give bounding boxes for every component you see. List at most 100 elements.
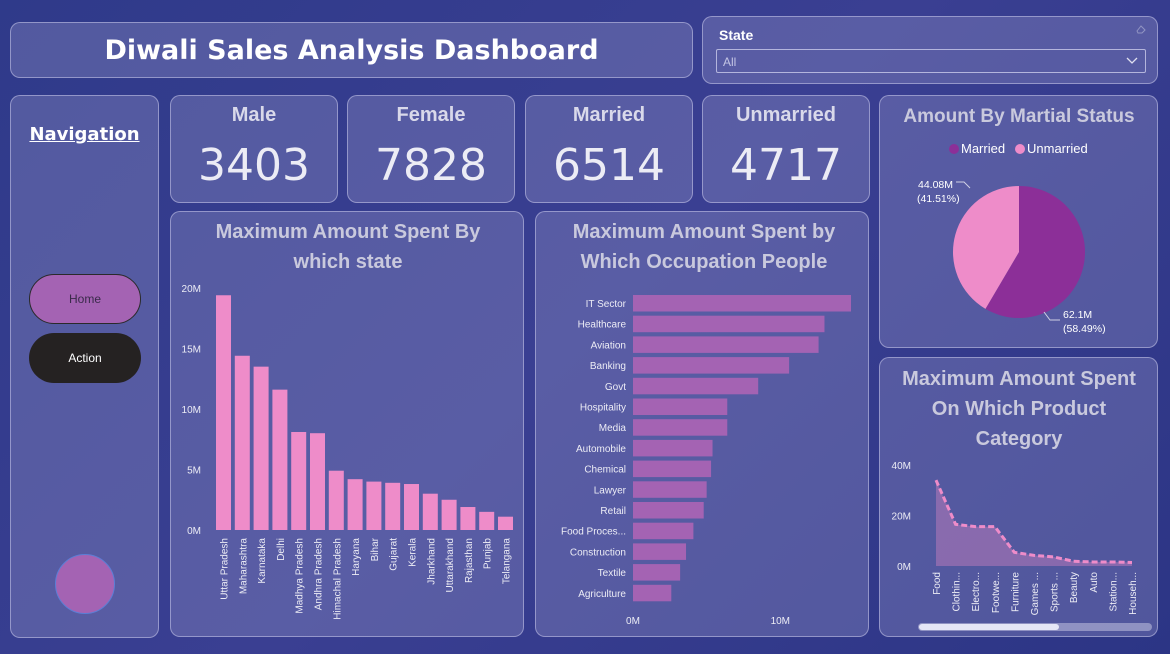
x-tick-label: 0M <box>626 616 640 627</box>
x-tick-label: Auto <box>1089 572 1100 593</box>
state-bar <box>216 295 231 530</box>
occupation-bar <box>633 522 694 540</box>
y-tick-label: Hospitality <box>580 403 626 414</box>
state-bar <box>291 431 307 530</box>
married-leader-line <box>1043 311 1060 321</box>
eraser-icon[interactable] <box>1135 23 1147 35</box>
nav-circle-button[interactable] <box>55 554 115 614</box>
x-tick-label: Jharkhand <box>426 538 437 585</box>
x-tick-label: Bihar <box>370 537 381 561</box>
x-tick-label: Madhya Pradesh <box>295 538 306 614</box>
product-chart-svg: Maximum Amount Spent On Which Product Cate… <box>892 368 1152 631</box>
x-tick-label: Haryana <box>351 538 362 576</box>
state-bar <box>328 470 344 530</box>
kpi-male-value: 3403 <box>198 140 310 191</box>
unmarried-data-pct: (41.51%) <box>917 193 960 205</box>
y-tick-label: Lawyer <box>594 485 627 496</box>
chart-title: Maximum Amount Spent By <box>216 221 482 243</box>
kpi-male-card: Male 3403 <box>170 95 338 203</box>
x-tick-label: Food <box>932 572 943 595</box>
occupation-bar <box>633 398 728 415</box>
state-bar <box>479 511 495 530</box>
x-tick-label: Clothin... <box>952 572 963 611</box>
state-slicer-label: State <box>719 27 754 43</box>
x-tick-label: Telangana <box>502 538 513 585</box>
dashboard-title: Diwali Sales Analysis Dashboard <box>104 35 599 66</box>
product-line <box>934 479 1133 564</box>
occupation-bar <box>633 295 851 312</box>
y-tick-label: 40M <box>892 461 911 472</box>
state-bar <box>272 389 288 530</box>
x-tick-label: Andhra Pradesh <box>314 538 325 610</box>
x-tick-label: Househ... <box>1128 572 1139 615</box>
y-tick-label: Food Proces... <box>561 527 626 538</box>
state-bar <box>385 482 401 530</box>
x-tick-label: Uttarakhand <box>445 538 456 592</box>
chart-title: Maximum Amount Spent by <box>573 221 836 243</box>
y-tick-label: Chemical <box>584 465 626 476</box>
legend-unmarried-dot <box>1015 144 1025 154</box>
x-tick-label: Games ... <box>1030 572 1041 615</box>
kpi-female-card: Female 7828 <box>347 95 515 203</box>
state-bar <box>404 484 419 530</box>
x-tick-label: Electro... <box>971 572 982 611</box>
y-tick-label: Govt <box>605 382 626 393</box>
state-chart-svg: Maximum Amount Spent By which state 0M 5M 10… <box>182 221 513 620</box>
y-tick-label: 20M <box>182 284 201 295</box>
occupation-bar <box>633 419 728 436</box>
product-area-chart: Maximum Amount Spent On Which Product Cate… <box>879 357 1158 637</box>
unmarried-data-label: 44.08M <box>918 179 953 191</box>
pie-slice-unmarried <box>953 186 1019 309</box>
action-button[interactable]: Action <box>29 333 141 383</box>
kpi-married-label: Married <box>572 104 646 126</box>
scrollbar-thumb[interactable] <box>919 624 1059 630</box>
state-bar <box>441 499 457 530</box>
x-tick-label: Kerala <box>408 538 419 567</box>
x-tick-label: Sports ... <box>1050 572 1061 612</box>
navigation-panel: Navigation Home Action <box>10 95 159 638</box>
chart-title: Category <box>976 428 1064 450</box>
occupation-bar <box>633 315 825 333</box>
occupation-bar <box>633 336 819 353</box>
product-area-fill <box>936 480 1132 566</box>
occupation-bar <box>633 481 707 498</box>
state-dropdown[interactable]: All <box>716 49 1146 73</box>
kpi-married-value: 6514 <box>553 140 665 191</box>
state-bar-chart: Maximum Amount Spent By which state 0M 5M 10… <box>170 211 524 637</box>
unmarried-leader-line <box>956 181 971 189</box>
occupation-bar-chart: Maximum Amount Spent by Which Occupation … <box>535 211 869 637</box>
kpi-unmarried-value: 4717 <box>730 140 842 191</box>
occupation-bar <box>633 584 672 602</box>
occupation-bar <box>633 460 712 478</box>
y-tick-label: Aviation <box>591 340 626 351</box>
state-slicer: State All <box>702 16 1158 84</box>
y-tick-label: Media <box>599 423 627 434</box>
y-tick-label: 10M <box>182 405 201 416</box>
chart-title: Which Occupation People <box>581 251 828 273</box>
y-tick-label: 5M <box>187 466 201 477</box>
home-button[interactable]: Home <box>29 274 141 324</box>
x-tick-label: 10M <box>771 616 790 627</box>
home-button-label: Home <box>68 292 101 306</box>
legend-married-dot <box>949 144 959 154</box>
married-data-label: 62.1M <box>1063 309 1092 321</box>
state-bar <box>460 507 476 530</box>
x-tick-label: Station... <box>1108 572 1119 611</box>
x-tick-label: Beauty <box>1069 572 1080 603</box>
kpi-unmarried-card: Unmarried 4717 <box>702 95 870 203</box>
state-bar <box>366 481 382 530</box>
y-tick-label: 0M <box>897 562 911 573</box>
chart-title: On Which Product <box>932 398 1107 420</box>
x-tick-label: Footwe... <box>991 572 1002 613</box>
chart-title: Maximum Amount Spent <box>902 368 1136 390</box>
state-bar <box>253 366 269 530</box>
occupation-bar <box>633 502 704 519</box>
kpi-female-value: 7828 <box>375 140 487 191</box>
occupation-bar <box>633 357 790 374</box>
y-tick-label: Banking <box>590 361 626 372</box>
state-bar <box>422 493 438 530</box>
y-tick-label: IT Sector <box>586 299 627 310</box>
marital-pie-chart: Amount By Martial Status Married Unmarried… <box>879 95 1158 348</box>
chevron-down-icon[interactable] <box>1125 53 1139 67</box>
kpi-male-label: Male <box>231 104 277 126</box>
